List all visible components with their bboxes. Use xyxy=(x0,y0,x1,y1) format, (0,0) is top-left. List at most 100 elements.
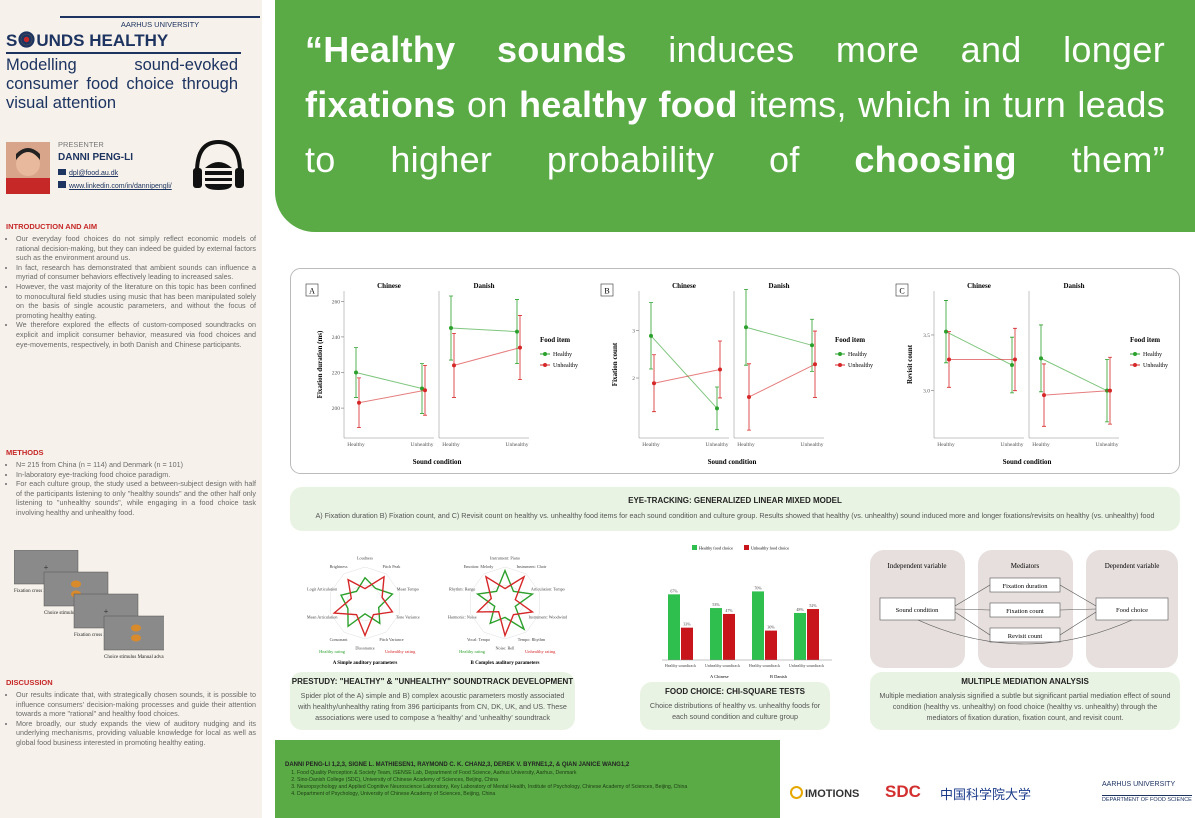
section: INTRODUCTION AND AIM Our everyday food ch… xyxy=(6,222,256,349)
quote-segment: fixations xyxy=(305,84,456,125)
point xyxy=(518,345,522,350)
poster-title: S UNDS HEALTHY xyxy=(6,31,168,51)
radar-grid xyxy=(347,584,383,622)
point xyxy=(947,357,951,362)
radar-axis-label: Loudness xyxy=(357,556,373,561)
quote-segment: choosing xyxy=(854,139,1017,180)
legend-label: Healthy rating xyxy=(459,649,486,654)
radar-series xyxy=(332,575,394,638)
affiliation: Food Quality Perception & Society Team, … xyxy=(297,770,780,777)
y-tick-label: 3.5 xyxy=(923,333,930,339)
point xyxy=(944,329,948,334)
radar-axis-label: Instrument: Piano xyxy=(490,556,520,561)
facet-label: Danish xyxy=(1063,282,1084,290)
food-choice-band: FOOD CHOICE: CHI-SQUARE TESTS Choice dis… xyxy=(640,682,830,730)
bar xyxy=(752,591,764,660)
affiliation: Neuropsychology and Applied Cognitive Ne… xyxy=(297,784,780,791)
bar xyxy=(794,612,806,660)
node-boxes xyxy=(879,577,1169,643)
point xyxy=(1010,363,1014,368)
point xyxy=(423,388,427,393)
point xyxy=(357,400,361,405)
value-label: 70% xyxy=(754,585,762,590)
y-tick-label: 3 xyxy=(632,329,635,335)
node-label: Fixation count xyxy=(1006,608,1044,615)
x-tick-label: Healthy xyxy=(937,442,955,448)
radar-series xyxy=(340,576,394,628)
radar-axis-label: Instrument: Choir xyxy=(516,564,546,569)
panel-label: B xyxy=(604,287,609,296)
series-line xyxy=(650,335,718,409)
x-tick-label: Healthy xyxy=(442,442,460,448)
legend-label: Healthy xyxy=(1143,352,1162,358)
fixation-cross: + xyxy=(104,607,109,616)
headphone-icon xyxy=(193,139,244,190)
facet-label: Danish xyxy=(768,282,789,290)
bullet: Our everyday food choices do not simply … xyxy=(16,234,256,263)
bullet: For each culture group, the study used a… xyxy=(16,479,256,517)
point xyxy=(1039,356,1043,361)
bar xyxy=(765,630,777,660)
prestudy-band: PRESTUDY: "HEALTHY" & "UNHEALTHY" SOUNDT… xyxy=(290,672,575,730)
bullet: N= 215 from China (n = 114) and Denmark … xyxy=(16,460,256,470)
series-line xyxy=(453,347,521,366)
email[interactable]: dpl@food.au.dk xyxy=(58,169,118,177)
x-axis-label: Sound condition xyxy=(708,458,757,466)
food-item xyxy=(131,624,141,632)
x-tick-label: Unhealthy xyxy=(506,442,529,448)
y-tick-label: 2 xyxy=(632,376,635,382)
bullet: In-laboratory eye-tracking food choice p… xyxy=(16,470,256,480)
point xyxy=(1042,393,1046,398)
x-tick-label: Healthy soundtrack xyxy=(749,663,780,668)
x-tick-label: Healthy xyxy=(737,442,755,448)
affiliation: Department of Psychology, University of … xyxy=(297,791,780,798)
bar xyxy=(710,608,722,660)
point xyxy=(813,362,817,367)
linkedin[interactable]: www.linkedin.com/in/dannipengli/ xyxy=(58,181,172,190)
legend-swatch xyxy=(543,352,547,356)
radar-caption: A Simple auditory parameters xyxy=(333,661,398,666)
radar-axis-label: Harmonic: Noise xyxy=(448,614,477,619)
legend-swatch xyxy=(744,545,749,550)
radar-axis-label: Mean Articulation xyxy=(307,614,338,619)
bullet-list: Our results indicate that, with strategi… xyxy=(6,690,256,748)
affiliations: Food Quality Perception & Society Team, … xyxy=(275,770,780,798)
x-tick-label: Unhealthy xyxy=(411,442,434,448)
mediation-heading: MULTIPLE MEDIATION ANALYSIS xyxy=(961,677,1089,686)
radar-series xyxy=(475,575,535,638)
food-choice-chart: Healthy food choice Unhealthy food choice… xyxy=(662,545,832,679)
paradigm-step: Fixation cross 2 sec xyxy=(74,633,114,638)
panel-label: C xyxy=(899,287,904,296)
linkedin-text[interactable]: www.linkedin.com/in/dannipengli/ xyxy=(69,183,172,190)
figure-caption-band: EYE-TRACKING: GENERALIZED LINEAR MIXED M… xyxy=(290,487,1180,531)
logo-imotions: IMOTIONS xyxy=(790,786,859,800)
point xyxy=(420,386,424,391)
panel-label: A xyxy=(309,287,315,296)
food-choice-text: Choice distributions of healthy vs. unhe… xyxy=(649,701,821,721)
prestudy-figure: Loudness Pitch Peak Mean Tempo Tone Varianc… xyxy=(307,556,568,667)
email-text[interactable]: dpl@food.au.dk xyxy=(69,170,119,177)
legend-swatch xyxy=(1133,352,1137,356)
value-label: 52% xyxy=(809,603,817,608)
section-heading: INTRODUCTION AND AIM xyxy=(6,222,98,231)
x-tick-label: Unhealthy xyxy=(1096,442,1119,448)
paradigm-figure: + Fixation cross 2 sec Choice stimulus Man… xyxy=(13,549,171,675)
x-tick-label: Unhealthy soundtrack xyxy=(705,663,740,668)
group-label: Dependent variable xyxy=(1105,562,1160,570)
quote-segment: “Healthy sounds xyxy=(305,29,627,70)
left-column: AARHUS UNIVERSITY S UNDS HEALTHY Modellin… xyxy=(0,0,262,818)
facet-label: Chinese xyxy=(672,282,696,290)
point xyxy=(354,370,358,375)
legend-swatch xyxy=(838,363,842,367)
x-axis-label: Sound condition xyxy=(413,458,462,466)
food-item xyxy=(71,580,81,588)
radar-axis-label: Pitch Variance xyxy=(379,637,403,642)
bar xyxy=(668,594,680,660)
logo-au: AARHUS UNIVERSITY DEPARTMENT OF FOOD SCIE… xyxy=(1102,781,1192,804)
bullet-list: Our everyday food choices do not simply … xyxy=(6,234,256,349)
mediation-band: MULTIPLE MEDIATION ANALYSIS Multiple med… xyxy=(870,672,1180,730)
x-axis-label: Sound condition xyxy=(1003,458,1052,466)
y-tick-label: 220 xyxy=(332,371,341,377)
y-axis-label: Revisit count xyxy=(906,344,914,384)
